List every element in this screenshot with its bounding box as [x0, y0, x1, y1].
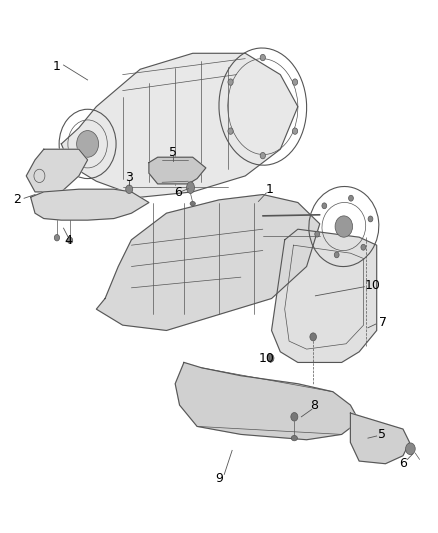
Text: 3: 3 [125, 171, 133, 184]
Ellipse shape [406, 443, 415, 455]
Ellipse shape [293, 79, 298, 85]
Text: 7: 7 [379, 316, 387, 329]
Ellipse shape [77, 131, 99, 157]
Text: 2: 2 [14, 193, 21, 206]
Polygon shape [26, 149, 88, 192]
Ellipse shape [267, 354, 274, 362]
Text: 5: 5 [169, 146, 177, 159]
Text: 1: 1 [265, 183, 273, 196]
Ellipse shape [190, 201, 195, 206]
Ellipse shape [54, 235, 60, 241]
Ellipse shape [126, 185, 133, 193]
Ellipse shape [228, 79, 233, 85]
Text: 9: 9 [215, 472, 223, 484]
Polygon shape [96, 195, 320, 330]
Text: 8: 8 [311, 399, 318, 411]
Ellipse shape [334, 252, 339, 258]
Text: 10: 10 [258, 352, 274, 365]
Ellipse shape [228, 128, 233, 134]
Ellipse shape [315, 231, 320, 237]
Text: 5: 5 [378, 428, 386, 441]
Text: 4: 4 [64, 235, 72, 247]
Text: 1: 1 [53, 60, 61, 73]
Ellipse shape [291, 435, 297, 441]
Text: 10: 10 [364, 279, 380, 292]
Polygon shape [350, 413, 410, 464]
Ellipse shape [335, 216, 353, 237]
Ellipse shape [67, 237, 73, 244]
Ellipse shape [260, 54, 265, 61]
Ellipse shape [293, 128, 298, 134]
Polygon shape [272, 229, 377, 362]
Ellipse shape [310, 333, 316, 341]
Ellipse shape [187, 182, 194, 193]
Ellipse shape [291, 413, 298, 421]
Text: 6: 6 [174, 187, 182, 199]
Polygon shape [61, 53, 298, 197]
Polygon shape [175, 362, 359, 440]
Polygon shape [31, 189, 149, 220]
Ellipse shape [349, 195, 353, 201]
Ellipse shape [368, 216, 373, 222]
Text: 6: 6 [399, 457, 407, 470]
Ellipse shape [361, 244, 366, 250]
Polygon shape [149, 157, 206, 184]
Ellipse shape [260, 152, 265, 159]
Ellipse shape [322, 203, 327, 209]
